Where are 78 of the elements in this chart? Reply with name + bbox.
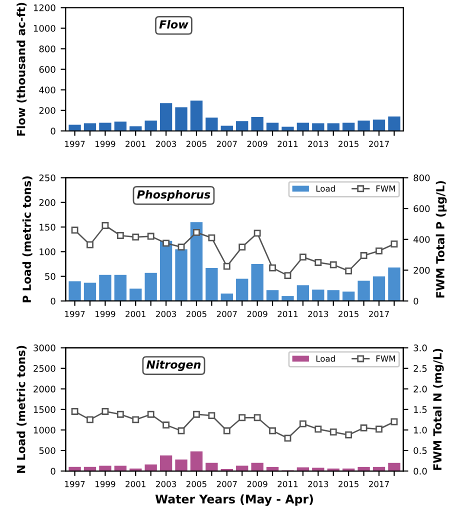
y-tick-label: 0 (50, 298, 56, 305)
x-tick-label: 2005 (186, 480, 206, 488)
x-tick-label: 1999 (96, 310, 116, 318)
x-tick-label: 2011 (278, 480, 298, 488)
y-tick-label: 800 (39, 45, 56, 52)
y-tick-label: 2500 (34, 365, 56, 372)
x-tick-label: 2013 (308, 480, 328, 488)
x-tick-label: 2009 (247, 140, 268, 148)
x-tick-label: 2007 (216, 310, 237, 318)
x-tick-label: 2017 (369, 310, 389, 318)
y-tick-label: 400 (39, 86, 56, 94)
x-tick-label: 1997 (65, 310, 85, 318)
y-tick-label: 250 (39, 174, 56, 182)
y2-tick-label: 400 (414, 236, 430, 243)
x-axis-title: Water Years (May - Apr) (155, 494, 313, 506)
x-tick-label: 2001 (126, 140, 146, 148)
x-tick-label: 2001 (126, 310, 146, 318)
y2-tick-label: 2.0 (414, 386, 427, 392)
legend-label: Load (316, 185, 335, 192)
y2-tick-label: 0.5 (414, 447, 427, 454)
y2-axis-title: FWM Total N (mg/L) (432, 348, 444, 470)
x-tick-label: 2009 (247, 310, 268, 318)
y-tick-label: 100 (40, 248, 56, 256)
y-axis-title: P Load (metric tons) (22, 176, 32, 302)
y2-tick-label: 800 (414, 174, 430, 182)
y-tick-label: 0 (50, 128, 56, 134)
x-tick-label: 2011 (278, 310, 298, 318)
x-tick-label: 2001 (126, 480, 146, 488)
y-tick-label: 600 (39, 66, 56, 73)
x-tick-label: 2003 (156, 140, 176, 148)
text: Nitrogen (146, 360, 201, 371)
y-tick-label: 1500 (34, 406, 56, 413)
x-tick-label: 1997 (65, 140, 85, 148)
x-tick-label: 1997 (65, 480, 85, 488)
legend-label: FWM (376, 356, 396, 362)
x-tick-label: 2005 (186, 310, 206, 318)
y-tick-label: 500 (39, 447, 56, 454)
x-tick-label: 2007 (216, 140, 237, 148)
x-tick-label: 1999 (96, 140, 116, 148)
y-tick-label: 1200 (34, 4, 56, 12)
y-axis-title: N Load (metric tons) (16, 346, 27, 473)
y-tick-label: 200 (39, 199, 56, 206)
y2-tick-label: 2.5 (414, 365, 427, 372)
x-tick-label: 2009 (247, 480, 268, 488)
y2-tick-label: 0 (414, 298, 418, 305)
y2-tick-label: 200 (414, 266, 430, 274)
text: Phosphorus (137, 190, 210, 201)
x-tick-label: 2013 (308, 140, 328, 148)
y-tick-label: 50 (45, 273, 56, 280)
x-tick-label: 2003 (156, 480, 176, 488)
x-tick-label: 2015 (338, 480, 358, 488)
y2-tick-label: 600 (414, 205, 430, 212)
x-tick-label: 2017 (369, 140, 389, 148)
x-tick-label: 2015 (338, 310, 358, 318)
y-tick-label: 1000 (34, 426, 56, 434)
x-tick-label: 1999 (96, 480, 116, 488)
legend-label: Load (316, 355, 335, 362)
y-tick-label: 0 (50, 468, 56, 475)
x-tick-label: 2015 (338, 140, 358, 148)
y-tick-label: 2000 (34, 386, 56, 392)
y-axis-title: Flow (thousand ac-ft) (16, 2, 27, 136)
legend-label: FWM (376, 186, 396, 192)
y-tick-label: 3000 (34, 344, 56, 352)
y2-tick-label: 0.0 (414, 468, 427, 475)
y-tick-label: 150 (40, 224, 56, 231)
y2-tick-label: 1.5 (414, 406, 427, 413)
x-tick-label: 2005 (186, 140, 206, 148)
y2-tick-label: 3.0 (414, 344, 427, 352)
x-tick-label: 2007 (216, 480, 237, 488)
x-tick-label: 2003 (156, 310, 176, 318)
x-tick-label: 2017 (369, 480, 389, 488)
x-tick-label: 2011 (278, 140, 298, 148)
y2-tick-label: 1.0 (414, 426, 427, 434)
y2-axis-title: FWM Total P (µg/L) (436, 181, 447, 298)
x-tick-label: 2013 (308, 310, 328, 318)
y-tick-label: 1000 (34, 24, 56, 32)
y-tick-label: 200 (39, 107, 56, 114)
text: Flow (159, 20, 188, 29)
